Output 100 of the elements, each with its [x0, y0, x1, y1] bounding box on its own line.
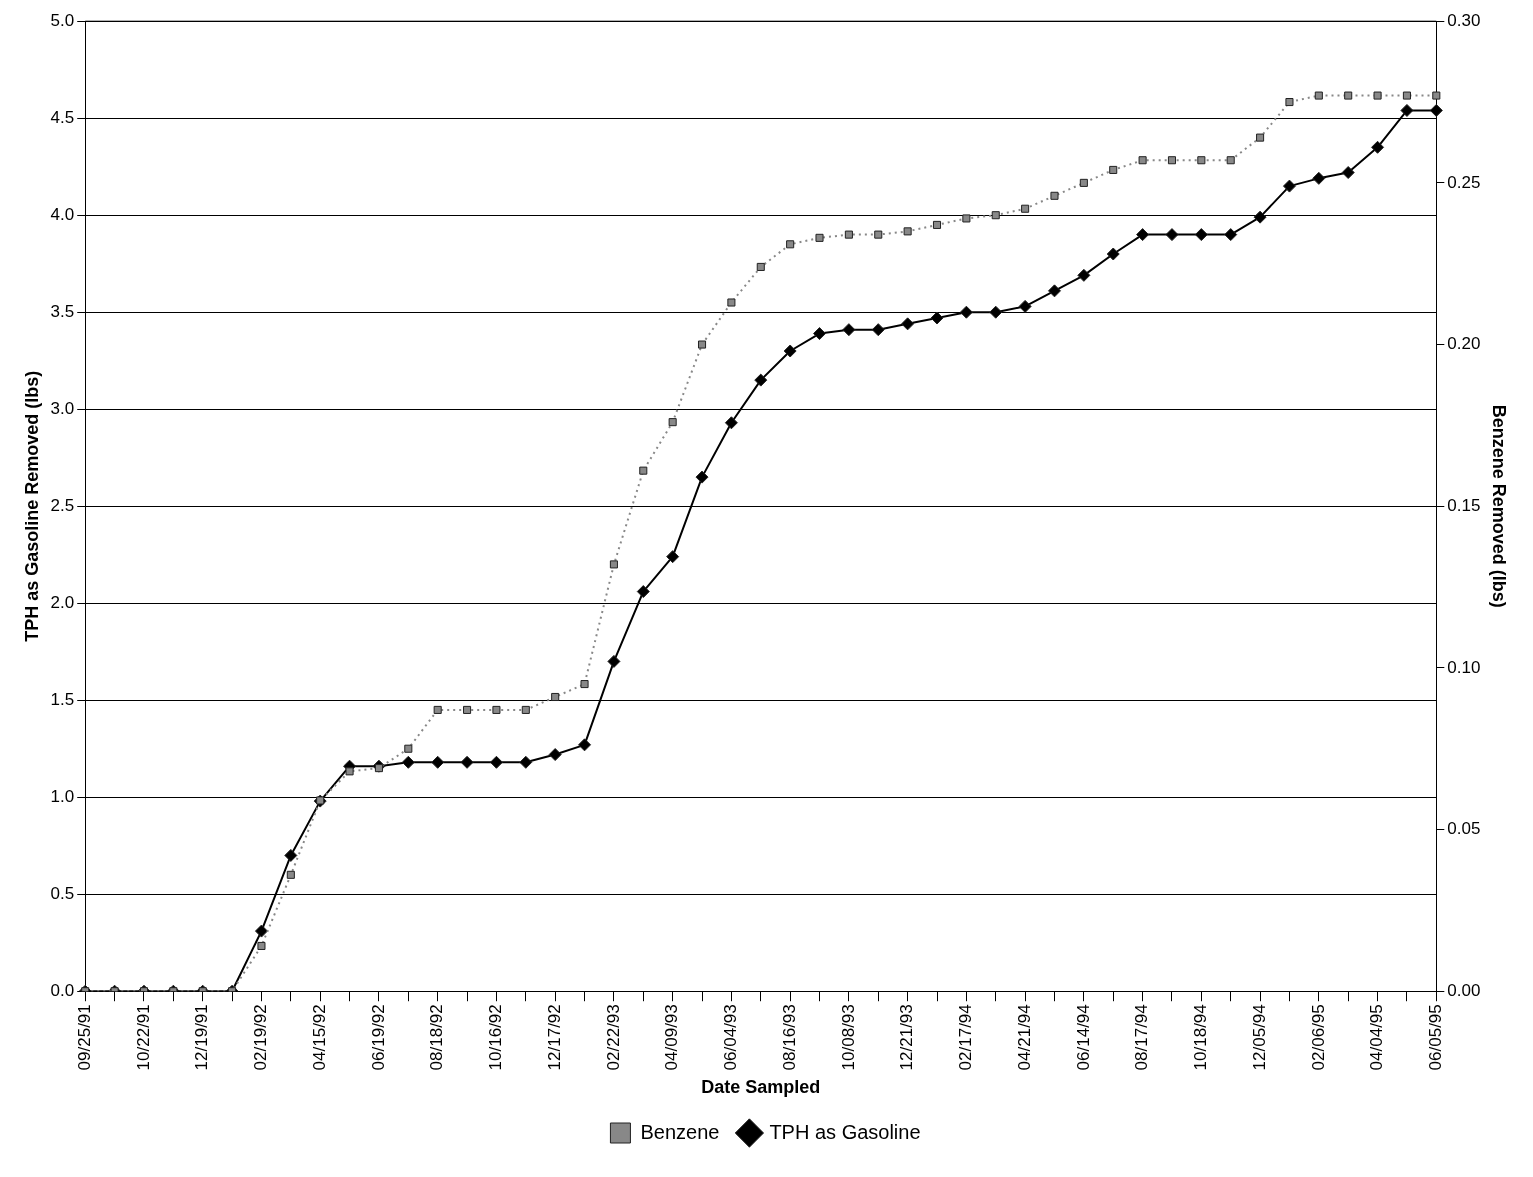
- point: [783, 344, 797, 358]
- x-tick-label: 04/21/94: [1014, 1004, 1034, 1071]
- x-axis-title: Date Sampled: [701, 1077, 821, 1098]
- point: [345, 767, 354, 776]
- y-tick-label: 2.0: [50, 592, 75, 612]
- x-tick-label: 12/21/93: [897, 1004, 917, 1071]
- point: [519, 755, 533, 769]
- point: [813, 327, 827, 341]
- point: [401, 755, 415, 769]
- y-tick-label: 0.0: [50, 980, 75, 1000]
- legend-label: Benzene: [640, 1120, 720, 1143]
- point: [1194, 228, 1208, 242]
- point: [901, 317, 915, 331]
- x-tick-label: 06/19/92: [368, 1004, 388, 1071]
- x-tick-label: 02/06/95: [1308, 1004, 1328, 1071]
- y-tick-label: 3.5: [50, 301, 75, 321]
- point: [1077, 268, 1091, 282]
- point: [1021, 204, 1030, 213]
- point: [786, 240, 795, 249]
- point: [959, 305, 973, 319]
- point: [1167, 156, 1177, 165]
- point: [668, 418, 677, 427]
- y2-tick-label: 0.00: [1447, 980, 1481, 1000]
- y-tick-label: 5.0: [50, 10, 75, 30]
- point: [548, 748, 562, 762]
- point: [254, 924, 268, 938]
- y-tick-label: 1.0: [50, 786, 75, 806]
- legend-label: TPH as Gasoline: [769, 1120, 921, 1143]
- point: [1224, 228, 1238, 242]
- point: [1253, 210, 1267, 224]
- point: [1402, 91, 1411, 100]
- point: [460, 755, 474, 769]
- point: [580, 680, 589, 689]
- point: [842, 323, 856, 337]
- point: [903, 227, 912, 236]
- point: [489, 755, 503, 769]
- x-tick-label: 04/09/93: [662, 1004, 682, 1071]
- x-tick-label: 12/05/94: [1249, 1004, 1269, 1071]
- x-tick-label: 02/22/93: [603, 1004, 623, 1071]
- point: [930, 311, 944, 325]
- point: [727, 298, 736, 307]
- point: [756, 262, 765, 271]
- x-tick-label: 10/18/94: [1191, 1004, 1211, 1071]
- point: [1226, 156, 1235, 165]
- y-tick-label: 3.0: [50, 398, 75, 418]
- point: [1079, 178, 1088, 187]
- x-tick-label: 10/22/91: [133, 1004, 153, 1071]
- y-tick-label: 4.5: [50, 107, 75, 127]
- point: [1429, 103, 1443, 117]
- point: [431, 755, 445, 769]
- point: [962, 214, 971, 223]
- point: [1341, 166, 1355, 180]
- x-tick-label: 12/19/91: [192, 1004, 212, 1071]
- point: [433, 705, 442, 714]
- y2-tick-label: 0.20: [1447, 334, 1481, 354]
- point: [286, 870, 295, 879]
- point: [724, 416, 738, 430]
- point: [1371, 140, 1385, 154]
- point: [578, 738, 592, 752]
- point: [284, 848, 298, 862]
- x-tick-label: 10/16/92: [486, 1004, 506, 1071]
- point: [991, 211, 1000, 220]
- point: [1165, 228, 1179, 242]
- point: [1138, 156, 1147, 165]
- point: [1373, 91, 1382, 100]
- x-tick-label: 04/04/95: [1367, 1004, 1387, 1071]
- x-tick-label: 10/08/93: [838, 1004, 858, 1071]
- y2-tick-label: 0.05: [1447, 819, 1481, 839]
- point: [1282, 179, 1296, 193]
- point: [492, 705, 501, 714]
- point: [1256, 133, 1265, 142]
- point: [698, 340, 707, 349]
- point: [639, 466, 648, 475]
- point: [754, 373, 768, 387]
- y2-tick-label: 0.25: [1447, 172, 1481, 192]
- point: [521, 705, 530, 714]
- x-tick-label: 02/19/92: [251, 1004, 271, 1071]
- point: [666, 550, 680, 564]
- point: [1314, 91, 1323, 100]
- y2-tick-label: 0.30: [1447, 10, 1481, 30]
- point: [1047, 284, 1061, 298]
- point: [1344, 91, 1353, 100]
- point: [463, 705, 472, 714]
- y-tick-label: 2.5: [50, 495, 75, 515]
- y2-axis-title: Benzene Removed (lbs): [1489, 404, 1510, 608]
- point: [607, 654, 621, 668]
- y2-tick-label: 0.10: [1447, 657, 1481, 677]
- x-tick-label: 12/17/92: [544, 1004, 564, 1071]
- point: [609, 560, 618, 569]
- point: [844, 230, 853, 239]
- y-tick-label: 0.5: [50, 883, 75, 903]
- y-axis-title: TPH as Gasoline Removed (lbs): [21, 370, 42, 642]
- point: [932, 220, 942, 229]
- x-tick-label: 08/17/94: [1132, 1004, 1152, 1071]
- point: [695, 470, 709, 484]
- point: [1432, 91, 1441, 100]
- point: [1197, 156, 1206, 165]
- x-tick-label: 02/17/94: [956, 1004, 976, 1071]
- point: [551, 692, 560, 702]
- point: [1109, 165, 1118, 174]
